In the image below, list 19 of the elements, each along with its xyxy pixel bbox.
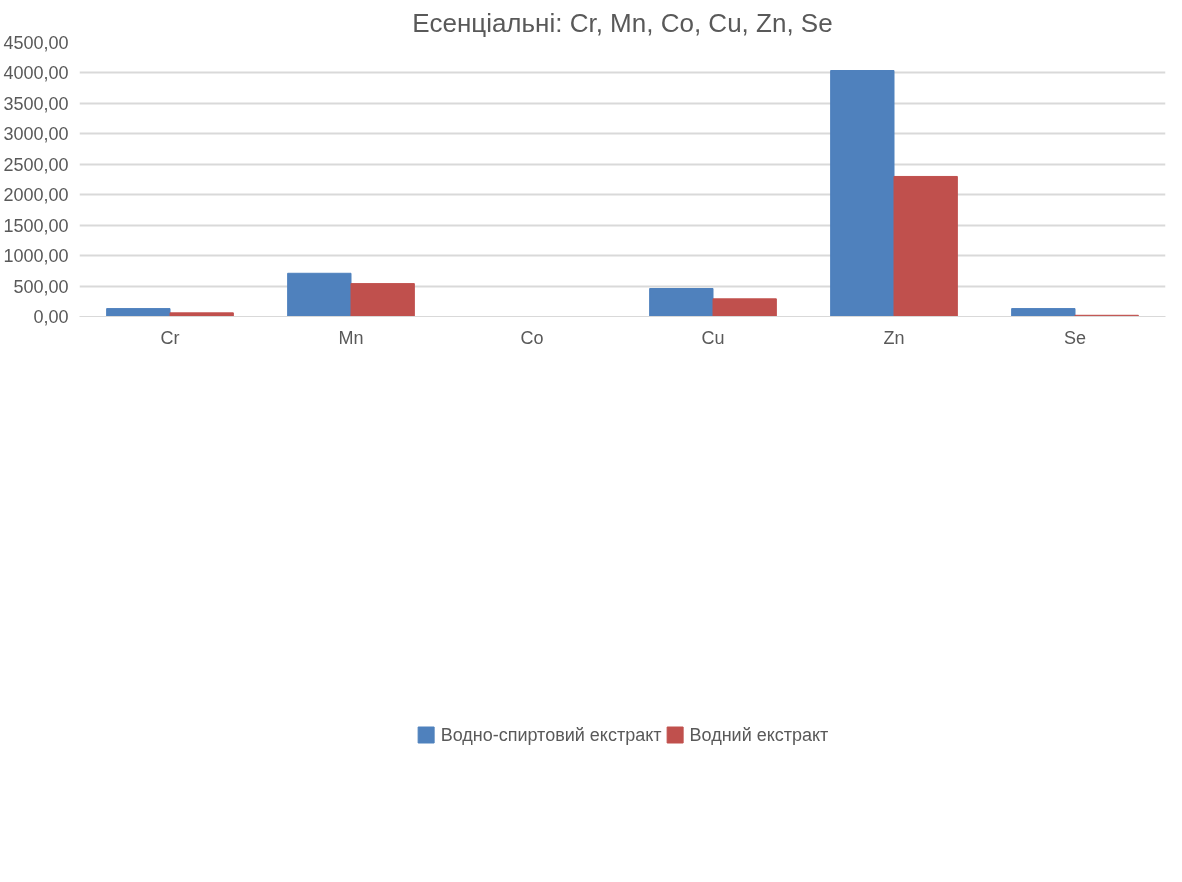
y-tick-label: 0,00 [33, 307, 69, 327]
y-tick-label: 4000,00 [3, 63, 69, 84]
y-tick-label: 3500,00 [3, 93, 69, 114]
y-tick-label: 4500,00 [3, 33, 69, 53]
x-tick-label: Co [520, 327, 544, 348]
legend-label: Водний екстракт [689, 724, 829, 746]
y-tick-label: 1000,00 [3, 246, 69, 267]
y-tick-label: 2500,00 [3, 154, 69, 175]
x-tick-label: Mn [338, 327, 364, 348]
y-tick-label: 500,00 [13, 276, 69, 297]
legend-label: Водно-спиртовий екстракт [440, 724, 662, 746]
x-tick-label: Se [1063, 327, 1087, 348]
chart-title: Есенціальні: Cr, Mn, Co, Cu, Zn, Se [412, 7, 833, 38]
y-tick-label: 1500,00 [3, 215, 69, 236]
y-tick-label: 3000,00 [3, 124, 69, 145]
x-tick-label: Cu [701, 327, 725, 348]
y-tick-label: 2000,00 [3, 185, 69, 206]
x-tick-label: Cr [160, 327, 180, 348]
x-tick-label: Zn [883, 327, 905, 348]
